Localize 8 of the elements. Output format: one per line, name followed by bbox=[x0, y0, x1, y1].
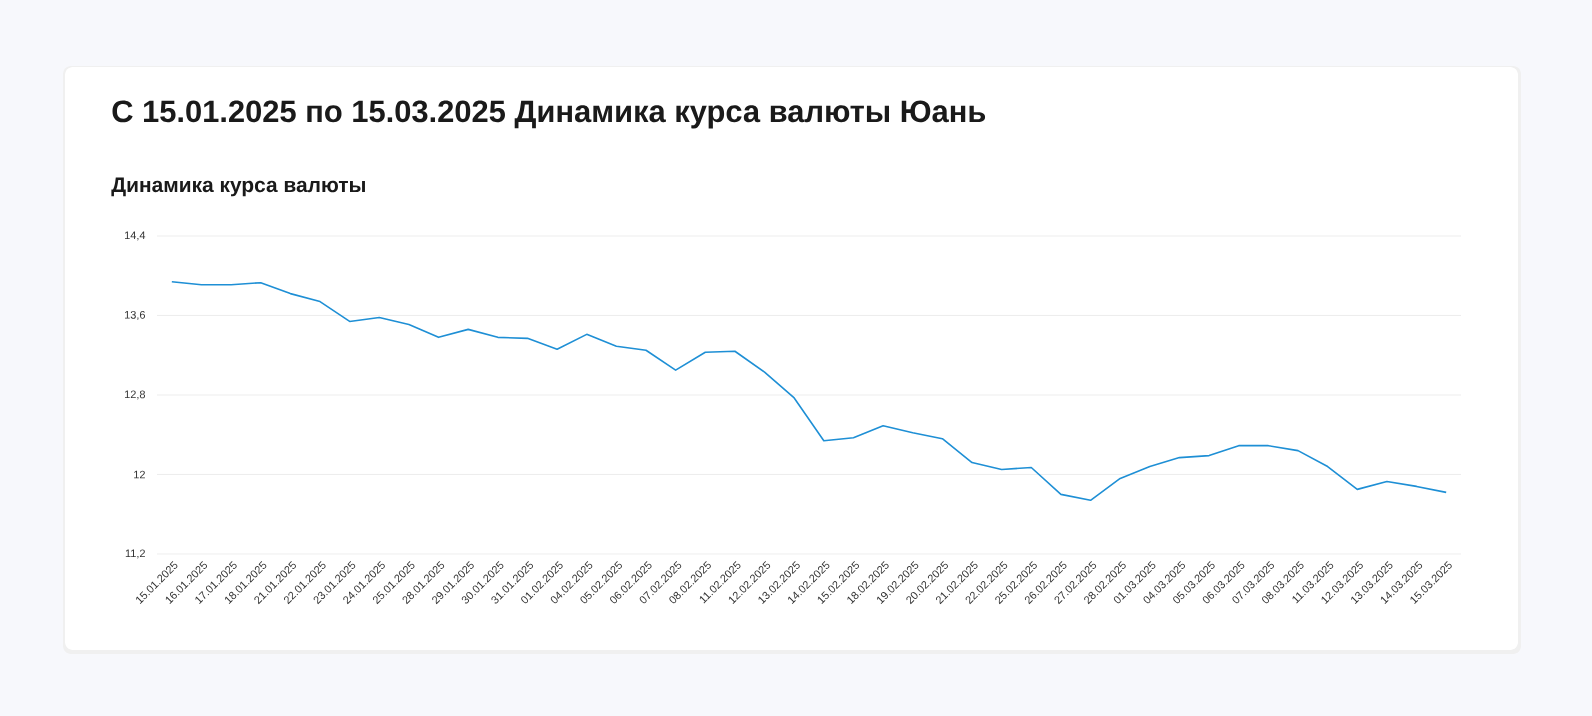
y-tick-label: 13,6 bbox=[125, 310, 146, 321]
y-tick-label: 14,4 bbox=[125, 231, 146, 241]
y-tick-label: 12 bbox=[134, 470, 145, 479]
line-series bbox=[171, 280, 1447, 502]
y-tick-label: 12,8 bbox=[125, 390, 146, 400]
chart-subtitle: Динамика курса валюты bbox=[111, 177, 365, 197]
y-tick-label: 11,2 bbox=[125, 549, 145, 559]
chart-title: С 15.01.2025 по 15.03.2025 Динамика курса валюты Юань bbox=[112, 100, 986, 129]
